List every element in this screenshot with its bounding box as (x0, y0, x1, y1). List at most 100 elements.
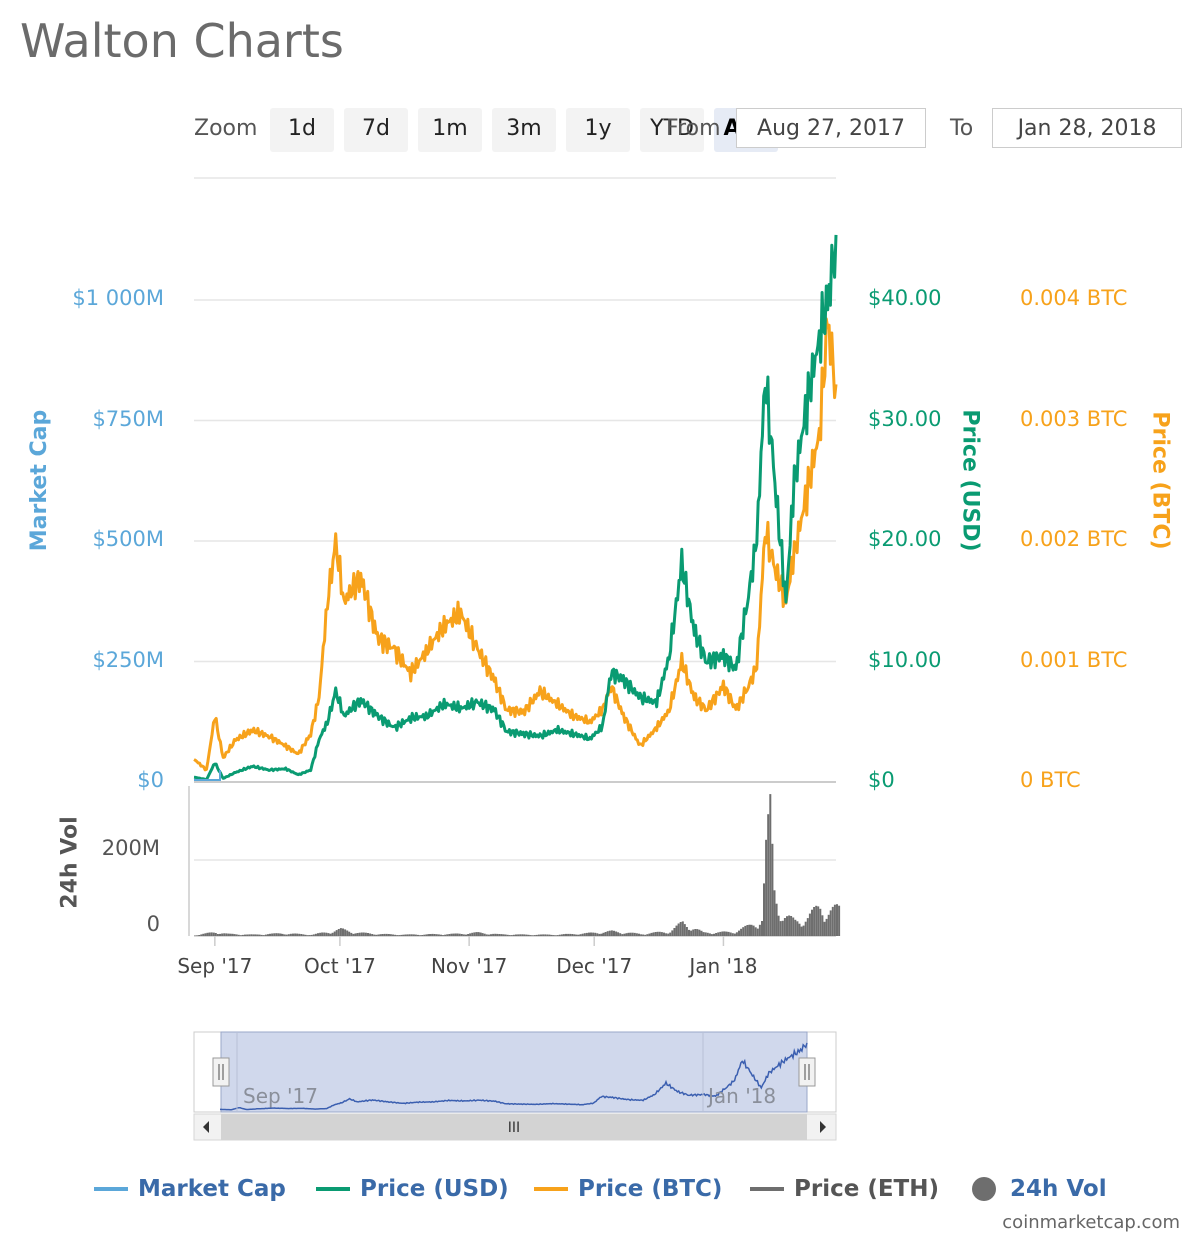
volume-bar (233, 934, 236, 936)
volume-bar (652, 932, 655, 936)
navigator[interactable]: III (193, 1031, 837, 1141)
volume-bar (200, 934, 203, 936)
navigator-handle[interactable] (798, 1057, 816, 1087)
legend-price-btc[interactable]: Price (BTC) (534, 1174, 722, 1204)
legend-market-cap[interactable]: Market Cap (94, 1174, 286, 1204)
volume-bar (733, 933, 736, 936)
legend-label: Price (ETH) (794, 1176, 939, 1202)
volume-bar (748, 924, 751, 936)
volume-bar (613, 930, 615, 936)
volume-bar (277, 933, 280, 936)
volume-bar (775, 903, 778, 936)
range-from-input[interactable]: Aug 27, 2017 (736, 108, 926, 148)
market-cap-tick-label: $250M (92, 647, 164, 672)
volume-bar (346, 930, 349, 936)
legend-24h-vol[interactable]: 24h Vol (972, 1174, 1107, 1204)
volume-bar (654, 932, 657, 936)
navigator-line (220, 1042, 808, 1111)
zoom-1y-button[interactable]: 1y (566, 108, 630, 152)
volume-bar (244, 934, 246, 936)
volume-bar (754, 927, 757, 936)
volume-bar (602, 932, 605, 936)
zoom-7d-button[interactable]: 7d (344, 108, 408, 152)
volume-bar (681, 921, 684, 936)
scrollbar-thumb[interactable] (221, 1114, 807, 1140)
market-cap-tick-label: $1 000M (72, 286, 164, 310)
volume-bar (348, 931, 351, 936)
volume-bar (731, 933, 734, 936)
volume-bar (517, 934, 520, 936)
volume-bar (621, 934, 624, 936)
navigator-handle[interactable] (212, 1057, 230, 1087)
range-to-input[interactable]: Jan 28, 2018 (992, 108, 1182, 148)
volume-bar (260, 934, 263, 936)
volume-bar (225, 933, 228, 936)
volume-bar (521, 934, 524, 936)
volume-bar (629, 932, 632, 936)
legend-label: Price (BTC) (578, 1176, 723, 1202)
range-from-label: From (666, 116, 721, 141)
volume-bar (786, 916, 788, 936)
volume-bar (360, 932, 363, 936)
volume-bar (788, 915, 791, 936)
legend-price-eth[interactable]: Price (ETH) (750, 1174, 939, 1204)
volume-bar (773, 890, 776, 936)
zoom-ytd-button[interactable]: YTD (640, 108, 704, 152)
volume-bar (460, 934, 463, 936)
legend-line-icon (316, 1187, 350, 1191)
volume-bar (783, 918, 786, 936)
x-tick-label: Dec '17 (556, 954, 633, 978)
volume-bar (694, 929, 697, 936)
volume-bar (410, 934, 413, 936)
volume-bar (512, 934, 515, 936)
volume-bar (202, 933, 205, 936)
volume-bar (385, 933, 388, 936)
volume-bar (298, 933, 301, 936)
volume-bar (283, 934, 286, 936)
volume-bar (813, 907, 816, 936)
volume-bar (350, 932, 353, 936)
grid-lines (188, 177, 836, 937)
volume-bar (765, 839, 768, 936)
volume-bar (458, 933, 461, 936)
legend-price-usd[interactable]: Price (USD) (316, 1174, 509, 1204)
credit-link[interactable]: coinmarketcap.com (1002, 1212, 1180, 1233)
volume-bar (552, 935, 555, 936)
volume-bar (387, 934, 390, 936)
volume-bar (435, 934, 438, 936)
volume-bar (688, 929, 690, 936)
volume-bar (585, 932, 588, 936)
volume-bar (421, 935, 424, 936)
volume-bar (319, 932, 322, 936)
volume-bar (667, 933, 670, 936)
volume-bar (565, 933, 567, 936)
volume-bar (638, 933, 640, 936)
volume-bar (708, 933, 711, 936)
scroll-left-icon[interactable] (203, 1121, 209, 1133)
navigator-selection (220, 1031, 808, 1113)
zoom-1d-button[interactable]: 1d (270, 108, 334, 152)
volume-bar (581, 933, 584, 936)
volume-bar (469, 933, 472, 936)
volume-bar (271, 933, 274, 936)
volume-bar (425, 934, 428, 936)
volume-bar (404, 934, 407, 936)
volume-bar (267, 934, 269, 936)
volume-bar (598, 933, 601, 936)
price-usd-tick-label: $20.00 (868, 527, 942, 551)
volume-bar (825, 918, 828, 936)
volume-bar (258, 934, 261, 936)
volume-bar (729, 932, 732, 936)
volume-bar (735, 932, 738, 936)
volume-bar (423, 934, 426, 936)
volume-bar (640, 934, 643, 936)
volume-bar (344, 929, 347, 936)
volume-bar (269, 933, 271, 936)
volume-bar (696, 929, 699, 936)
volume-bar (625, 933, 628, 936)
volume-bar (677, 923, 680, 936)
volume-bar (400, 934, 403, 936)
zoom-1m-button[interactable]: 1m (418, 108, 482, 152)
zoom-3m-button[interactable]: 3m (492, 108, 556, 152)
scroll-right-icon[interactable] (820, 1121, 826, 1133)
